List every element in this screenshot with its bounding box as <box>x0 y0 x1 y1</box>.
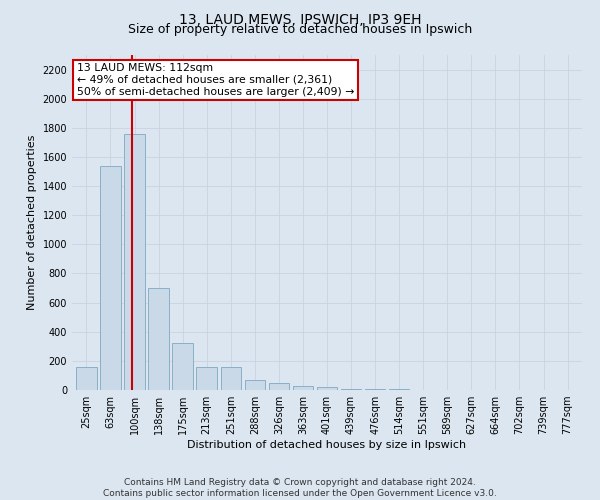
Text: 13, LAUD MEWS, IPSWICH, IP3 9EH: 13, LAUD MEWS, IPSWICH, IP3 9EH <box>179 12 421 26</box>
Bar <box>245 380 265 390</box>
Bar <box>365 389 385 390</box>
Text: 13 LAUD MEWS: 112sqm
← 49% of detached houses are smaller (2,361)
50% of semi-de: 13 LAUD MEWS: 112sqm ← 49% of detached h… <box>77 64 355 96</box>
Bar <box>293 386 313 390</box>
Bar <box>76 368 97 390</box>
Bar <box>269 384 289 390</box>
Bar <box>341 388 361 390</box>
Text: Size of property relative to detached houses in Ipswich: Size of property relative to detached ho… <box>128 22 472 36</box>
Bar <box>124 134 145 390</box>
Bar <box>196 366 217 390</box>
Bar <box>221 368 241 390</box>
Bar <box>148 288 169 390</box>
Bar <box>100 166 121 390</box>
Y-axis label: Number of detached properties: Number of detached properties <box>27 135 37 310</box>
Bar <box>317 388 337 390</box>
Text: Contains HM Land Registry data © Crown copyright and database right 2024.
Contai: Contains HM Land Registry data © Crown c… <box>103 478 497 498</box>
Bar <box>172 344 193 390</box>
X-axis label: Distribution of detached houses by size in Ipswich: Distribution of detached houses by size … <box>187 440 467 450</box>
